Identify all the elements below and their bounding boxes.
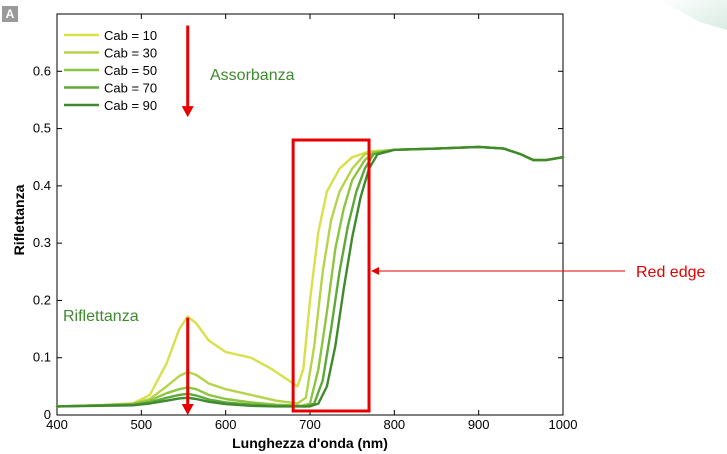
x-tick-label: 500 bbox=[130, 417, 152, 432]
reflectance-arrow-head bbox=[181, 404, 194, 415]
red-edge-pointer-head bbox=[371, 267, 380, 275]
x-axis-ticks: 400 500 600 700 800 900 1000 bbox=[46, 14, 577, 432]
y-tick-label: 0.6 bbox=[33, 63, 51, 78]
y-tick-label: 0 bbox=[44, 407, 51, 422]
absorbance-label: Assorbanza bbox=[210, 67, 295, 84]
y-axis-ticks: 0 0.1 0.2 0.3 0.4 0.5 0.6 bbox=[33, 63, 563, 422]
series-line-2 bbox=[55, 145, 565, 408]
x-axis-label: Lunghezza d'onda (nm) bbox=[232, 435, 388, 451]
legend-label: Cab = 30 bbox=[104, 46, 157, 61]
y-tick-label: 0.2 bbox=[33, 292, 51, 307]
legend-label: Cab = 50 bbox=[104, 63, 157, 78]
x-tick-label: 600 bbox=[215, 417, 237, 432]
legend: Cab = 10 Cab = 30 Cab = 50 Cab = 70 Cab = 90 bbox=[64, 28, 157, 113]
red-edge-box bbox=[291, 138, 371, 413]
corner-decoration bbox=[660, 0, 727, 30]
x-tick-label: 700 bbox=[299, 417, 321, 432]
legend-label: Cab = 10 bbox=[104, 28, 157, 43]
y-axis-label: Riflettanza bbox=[11, 184, 27, 255]
reflectance-label: Riflettanza bbox=[63, 308, 139, 325]
y-tick-label: 0.3 bbox=[33, 235, 51, 250]
y-tick-label: 0.1 bbox=[33, 350, 51, 365]
panel-letter-label: A bbox=[2, 6, 18, 22]
y-tick-label: 0.4 bbox=[33, 178, 51, 193]
x-tick-label: 800 bbox=[383, 417, 405, 432]
series-lines bbox=[55, 145, 565, 408]
red-edge-label: Red edge bbox=[636, 264, 705, 281]
series-line-5 bbox=[55, 145, 565, 408]
absorbance-arrow-head bbox=[181, 106, 194, 118]
x-tick-label: 400 bbox=[46, 417, 68, 432]
y-tick-label: 0.5 bbox=[33, 121, 51, 136]
annotations: Assorbanza Riflettanza Red edge bbox=[63, 25, 705, 415]
legend-label: Cab = 70 bbox=[104, 81, 157, 96]
x-tick-label: 900 bbox=[468, 417, 490, 432]
legend-label: Cab = 90 bbox=[104, 98, 157, 113]
x-tick-label: 1000 bbox=[549, 417, 578, 432]
